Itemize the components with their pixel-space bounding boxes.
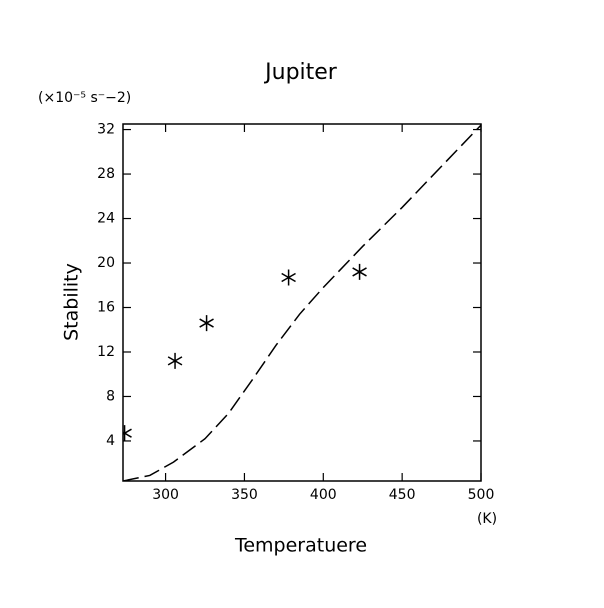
y-tick-label: 12 (97, 344, 115, 360)
x-tick-label: 350 (231, 487, 258, 503)
model-line (123, 124, 481, 481)
y-tick-label: 32 (97, 122, 115, 138)
x-tick-label: 300 (152, 487, 179, 503)
y-tick-label: 4 (106, 433, 115, 449)
x-tick-label: 500 (468, 487, 495, 503)
star-point (352, 263, 367, 280)
chart-title: Jupiter (263, 60, 338, 85)
x-axis-label: Temperatuere (234, 535, 367, 557)
star-point (123, 425, 132, 442)
y-tick-label: 8 (106, 388, 115, 404)
y-tick-label: 24 (97, 211, 115, 227)
star-point (167, 352, 183, 369)
y-tick-label: 16 (97, 300, 115, 316)
y-unit: (×10⁻⁵ s⁻−2) (38, 90, 131, 106)
x-unit: (K) (477, 511, 497, 527)
x-tick-label: 450 (389, 487, 416, 503)
x-tick-label: 400 (310, 487, 337, 503)
plot-frame (122, 123, 482, 482)
y-axis-label: Stability (61, 263, 83, 341)
plot-area (123, 124, 481, 481)
star-point (281, 269, 296, 286)
y-tick-label: 20 (97, 255, 115, 271)
star-point (199, 315, 214, 332)
y-tick-label: 28 (97, 166, 115, 182)
